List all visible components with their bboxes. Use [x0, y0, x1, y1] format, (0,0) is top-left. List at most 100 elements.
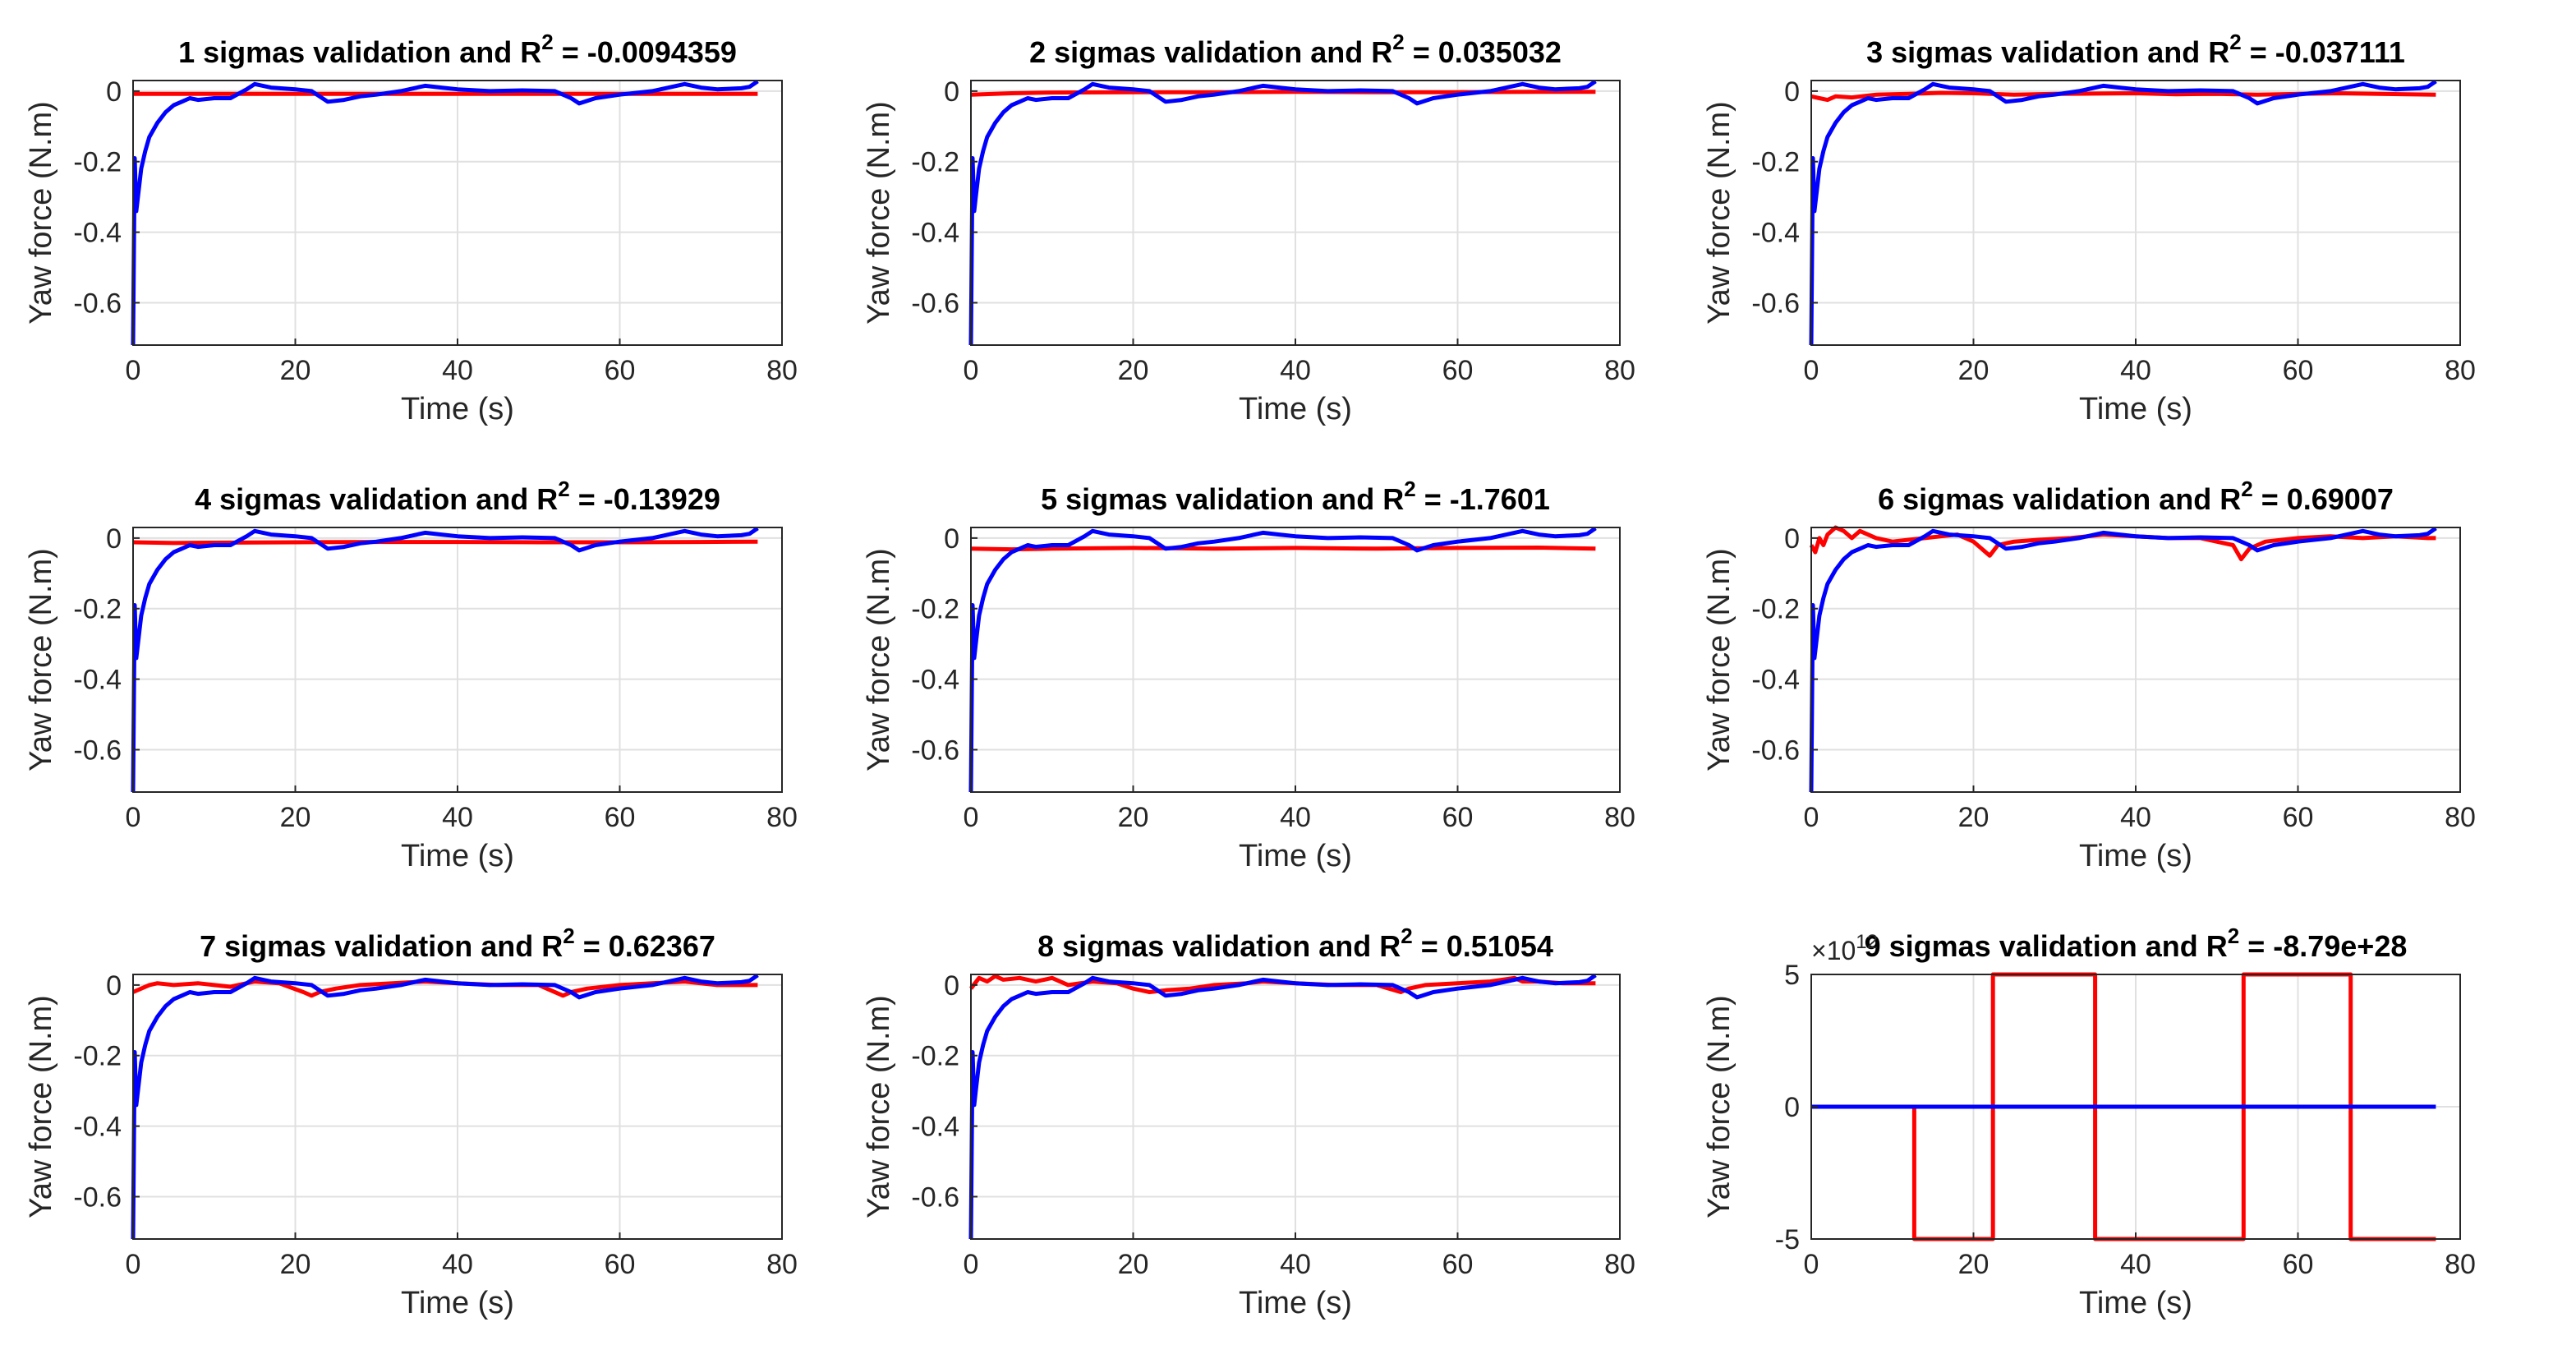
y-tick-label: 0 — [944, 970, 959, 1002]
series-measured — [968, 526, 1597, 793]
series-predicted — [1809, 525, 2436, 562]
x-tick-label: 40 — [2120, 1249, 2151, 1280]
title-text: 7 sigmas validation and R — [200, 929, 563, 963]
title-text: 3 sigmas validation and R — [1866, 35, 2229, 69]
x-axis-label: Time (s) — [2079, 1286, 2192, 1320]
title-value: = 0.51054 — [1413, 929, 1553, 963]
series-measured — [131, 526, 759, 793]
x-tick-label: 60 — [2283, 355, 2314, 386]
subplot-title: 7 sigmas validation and R2 = 0.62367 — [200, 924, 715, 963]
subplot-3: 0 20 40 60 80 0 -0.2 -0.4 -0.6 Time (s) Yaw force … — [1702, 30, 2476, 426]
x-tick-label: 40 — [442, 802, 473, 833]
x-axis-label: Time (s) — [1239, 392, 1352, 426]
series-predicted — [132, 539, 758, 546]
x-tick-label: 40 — [2120, 802, 2151, 833]
title-text: 9 sigmas validation and R — [1865, 929, 2228, 963]
y-tick-label: 0 — [106, 76, 122, 108]
subplot-1: 0 20 40 60 80 0 -0.2 -0.4 -0.6 Time (s) Yaw force … — [24, 30, 798, 426]
x-tick-label: 0 — [1804, 802, 1819, 833]
series-measured — [131, 973, 759, 1240]
y-tick-label: -0.2 — [73, 147, 122, 178]
y-tick-label: -0.2 — [73, 1041, 122, 1072]
x-axis-label: Time (s) — [1239, 1286, 1352, 1320]
y-axis-label: Yaw force (N.m) — [862, 101, 896, 325]
series-measured — [1809, 79, 2437, 346]
series-measured — [131, 79, 759, 346]
x-tick-label: 80 — [2445, 355, 2476, 386]
title-superscript: 2 — [2241, 477, 2252, 501]
x-tick-label: 60 — [605, 1249, 636, 1280]
x-tick-label: 20 — [1958, 355, 1990, 386]
title-superscript: 2 — [1401, 924, 1412, 948]
y-tick-label: -0.4 — [73, 1112, 122, 1143]
title-value: = 0.035032 — [1405, 35, 1562, 69]
subplot-4: 0 20 40 60 80 0 -0.2 -0.4 -0.6 Time (s) Yaw force … — [24, 477, 798, 873]
subplot-title: 3 sigmas validation and R2 = -0.037111 — [1866, 30, 2405, 69]
title-text: 8 sigmas validation and R — [1037, 929, 1401, 963]
y-tick-label: -0.6 — [1751, 735, 1800, 766]
title-value: = -0.037111 — [2242, 35, 2405, 69]
x-axis-label: Time (s) — [1239, 839, 1352, 873]
y-tick-label: 0 — [944, 523, 959, 555]
y-tick-label: -0.6 — [73, 288, 122, 319]
title-superscript: 2 — [541, 30, 553, 54]
y-tick-label: 0 — [106, 523, 122, 555]
title-superscript: 2 — [563, 924, 574, 948]
x-tick-label: 0 — [1804, 355, 1819, 386]
y-axis-label: Yaw force (N.m) — [1702, 101, 1736, 325]
y-tick-label: -0.4 — [73, 665, 122, 696]
subplot-title: 5 sigmas validation and R2 = -1.7601 — [1041, 477, 1550, 516]
x-tick-label: 60 — [1442, 355, 1474, 386]
y-tick-label: 0 — [106, 970, 122, 1002]
y-axis-label: Yaw force (N.m) — [24, 548, 58, 772]
y-tick-label: -5 — [1775, 1224, 1800, 1255]
x-tick-label: 80 — [2445, 802, 2476, 833]
y-tick-label: -0.6 — [73, 1181, 122, 1213]
subplot-title: 6 sigmas validation and R2 = 0.69007 — [1878, 477, 2394, 516]
x-tick-label: 40 — [1280, 355, 1311, 386]
x-tick-label: 60 — [2283, 1249, 2314, 1280]
x-tick-label: 20 — [1118, 355, 1149, 386]
y-tick-label: 0 — [1784, 76, 1800, 108]
title-text: 2 sigmas validation and R — [1029, 35, 1392, 69]
y-tick-label: 5 — [1784, 960, 1800, 991]
x-axis-label: Time (s) — [2079, 392, 2192, 426]
x-tick-label: 80 — [1604, 802, 1635, 833]
x-tick-label: 40 — [442, 1249, 473, 1280]
subplot-5: 0 20 40 60 80 0 -0.2 -0.4 -0.6 Time (s) Yaw force … — [862, 477, 1635, 873]
x-tick-label: 80 — [2445, 1249, 2476, 1280]
series-measured — [968, 79, 1597, 346]
x-tick-label: 0 — [126, 802, 141, 833]
y-tick-label: -0.2 — [73, 594, 122, 625]
x-tick-label: 20 — [1958, 802, 1990, 833]
x-tick-label: 20 — [280, 802, 311, 833]
y-tick-label: -0.2 — [1751, 594, 1800, 625]
subplot-title: 9 sigmas validation and R2 = -8.79e+28 — [1865, 924, 2408, 963]
title-value: = -0.0094359 — [554, 35, 737, 69]
x-tick-label: 20 — [280, 355, 311, 386]
y-axis-label: Yaw force (N.m) — [24, 995, 58, 1218]
x-tick-label: 40 — [2120, 355, 2151, 386]
subplot-title: 2 sigmas validation and R2 = 0.035032 — [1029, 30, 1562, 69]
y-tick-label: 0 — [944, 76, 959, 108]
title-text: 4 sigmas validation and R — [195, 482, 558, 516]
title-superscript: 2 — [2229, 30, 2241, 54]
x-tick-label: 0 — [126, 355, 141, 386]
series-predicted — [969, 974, 1596, 994]
x-tick-label: 20 — [1118, 802, 1149, 833]
series-measured — [968, 973, 1597, 1240]
series-measured — [1809, 526, 2437, 793]
title-value: = -0.13929 — [570, 482, 720, 516]
title-text: 5 sigmas validation and R — [1041, 482, 1404, 516]
title-superscript: 2 — [1392, 30, 1404, 54]
x-tick-label: 40 — [1280, 802, 1311, 833]
x-tick-label: 20 — [1118, 1249, 1149, 1280]
x-axis-label: Time (s) — [401, 392, 514, 426]
y-tick-label: -0.4 — [911, 218, 959, 249]
x-tick-label: 80 — [1604, 1249, 1635, 1280]
y-tick-label: -0.6 — [911, 288, 959, 319]
x-tick-label: 60 — [2283, 802, 2314, 833]
y-tick-label: -0.2 — [911, 594, 959, 625]
subplot-8: 0 20 40 60 80 0 -0.2 -0.4 -0.6 Time (s) Yaw force … — [862, 924, 1635, 1320]
